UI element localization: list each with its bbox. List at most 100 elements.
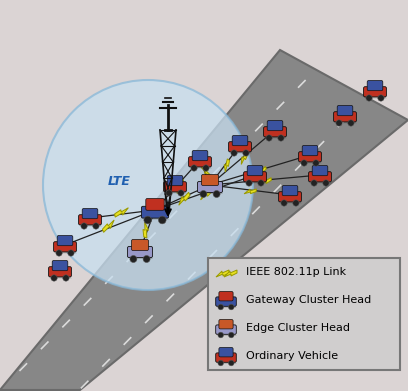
FancyBboxPatch shape [244, 172, 266, 182]
Polygon shape [143, 218, 169, 220]
Circle shape [213, 190, 220, 197]
Polygon shape [55, 251, 77, 253]
Circle shape [218, 360, 224, 366]
Polygon shape [50, 276, 72, 278]
Text: Ordinary Vehicle: Ordinary Vehicle [246, 351, 338, 361]
Polygon shape [199, 192, 223, 194]
FancyBboxPatch shape [216, 353, 236, 362]
Circle shape [293, 200, 299, 206]
FancyBboxPatch shape [164, 182, 186, 192]
FancyBboxPatch shape [82, 208, 98, 219]
FancyBboxPatch shape [188, 157, 211, 167]
Circle shape [258, 180, 264, 186]
Circle shape [228, 332, 234, 338]
Text: LTE: LTE [108, 175, 131, 188]
Polygon shape [244, 189, 257, 194]
Text: IEEE 802.11p Link: IEEE 802.11p Link [246, 267, 346, 277]
FancyBboxPatch shape [367, 81, 383, 91]
Circle shape [246, 180, 252, 186]
Polygon shape [179, 192, 190, 205]
FancyBboxPatch shape [264, 127, 286, 137]
Polygon shape [115, 208, 129, 217]
Circle shape [231, 150, 237, 156]
Circle shape [43, 80, 253, 290]
FancyBboxPatch shape [232, 136, 248, 146]
Polygon shape [260, 178, 271, 185]
FancyBboxPatch shape [312, 165, 328, 176]
Circle shape [311, 180, 317, 186]
Polygon shape [217, 306, 237, 308]
Polygon shape [143, 222, 149, 238]
FancyBboxPatch shape [57, 235, 73, 246]
Polygon shape [80, 224, 102, 226]
Circle shape [200, 190, 207, 197]
FancyBboxPatch shape [334, 112, 357, 122]
Polygon shape [265, 136, 287, 138]
FancyBboxPatch shape [52, 260, 68, 271]
Text: Edge Cluster Head: Edge Cluster Head [246, 323, 350, 333]
Polygon shape [216, 270, 229, 277]
Circle shape [278, 135, 284, 141]
Polygon shape [256, 167, 266, 176]
Circle shape [166, 190, 172, 196]
Circle shape [281, 200, 287, 206]
Polygon shape [102, 220, 114, 232]
FancyBboxPatch shape [142, 206, 169, 218]
Circle shape [191, 165, 197, 171]
Polygon shape [0, 50, 408, 390]
FancyBboxPatch shape [299, 152, 322, 162]
FancyBboxPatch shape [279, 192, 302, 202]
Circle shape [366, 95, 372, 101]
Polygon shape [245, 181, 267, 183]
Polygon shape [224, 270, 237, 277]
Polygon shape [165, 192, 187, 194]
Polygon shape [224, 159, 229, 172]
Circle shape [56, 250, 62, 256]
Circle shape [228, 360, 234, 366]
Polygon shape [129, 257, 153, 259]
Circle shape [51, 275, 57, 281]
Circle shape [158, 216, 166, 224]
FancyBboxPatch shape [267, 120, 283, 131]
FancyBboxPatch shape [49, 267, 71, 277]
Circle shape [93, 223, 99, 229]
FancyBboxPatch shape [216, 297, 236, 306]
Polygon shape [241, 152, 248, 165]
Circle shape [323, 180, 329, 186]
FancyBboxPatch shape [216, 325, 236, 334]
FancyBboxPatch shape [302, 145, 318, 156]
FancyBboxPatch shape [197, 181, 222, 192]
Circle shape [63, 275, 69, 281]
FancyBboxPatch shape [53, 242, 76, 252]
Circle shape [378, 95, 384, 101]
Circle shape [313, 160, 319, 166]
FancyBboxPatch shape [167, 176, 183, 186]
Polygon shape [300, 161, 322, 163]
Polygon shape [365, 97, 387, 99]
Polygon shape [177, 178, 184, 194]
FancyBboxPatch shape [282, 185, 298, 196]
Polygon shape [217, 334, 237, 336]
Circle shape [144, 216, 152, 224]
Polygon shape [217, 362, 237, 364]
Polygon shape [280, 201, 302, 203]
Polygon shape [201, 166, 211, 176]
Circle shape [336, 120, 342, 126]
Polygon shape [201, 188, 213, 200]
Circle shape [348, 120, 354, 126]
FancyBboxPatch shape [146, 199, 164, 210]
Circle shape [178, 190, 184, 196]
FancyBboxPatch shape [364, 87, 386, 97]
FancyBboxPatch shape [308, 172, 331, 182]
FancyBboxPatch shape [219, 292, 233, 301]
FancyBboxPatch shape [219, 348, 233, 357]
Polygon shape [335, 121, 357, 124]
FancyBboxPatch shape [131, 240, 149, 251]
FancyBboxPatch shape [219, 319, 233, 329]
Text: Gateway Cluster Head: Gateway Cluster Head [246, 295, 371, 305]
FancyBboxPatch shape [192, 151, 208, 161]
FancyBboxPatch shape [79, 215, 102, 225]
Polygon shape [190, 167, 212, 169]
Circle shape [130, 255, 137, 262]
Polygon shape [230, 151, 252, 153]
